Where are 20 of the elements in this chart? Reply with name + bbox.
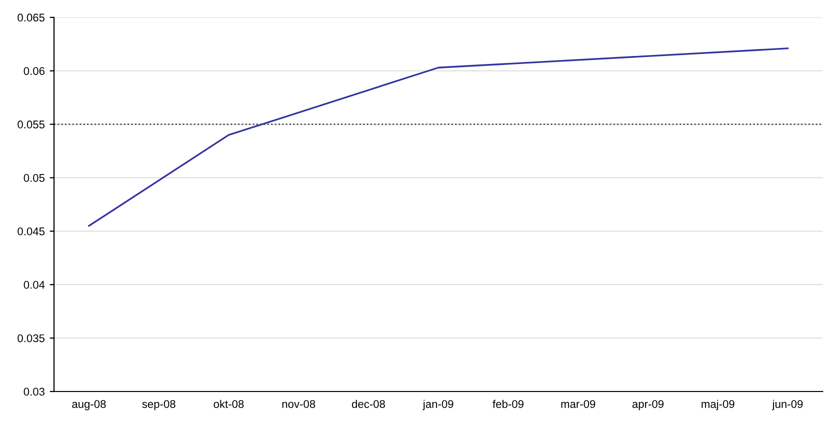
x-tick-label: jan-09 [422, 400, 454, 410]
y-tick-label: 0.035 [18, 334, 45, 342]
x-tick-label: apr-09 [632, 400, 664, 410]
y-tick-label: 0.05 [24, 174, 45, 182]
y-tick-label: 0.065 [18, 14, 45, 22]
x-tick-label: maj-09 [702, 400, 734, 410]
x-tick-label: okt-08 [214, 400, 244, 408]
x-tick-label: mar-09 [561, 400, 596, 408]
x-tick-label: sep-08 [142, 400, 176, 410]
x-tick-label: dec-08 [352, 400, 385, 408]
line-series [88, 48, 789, 227]
y-tick-label: 0.04 [24, 280, 45, 289]
y-tick-label: 0.045 [18, 227, 45, 236]
y-tick-label: 0.06 [24, 67, 44, 75]
x-tick-label: feb-09 [492, 400, 524, 408]
x-tick-label: aug-08 [72, 400, 106, 410]
y-tick-label: 0.03 [24, 388, 44, 396]
x-tick-label: nov-08 [282, 400, 316, 408]
y-tick-label: 0.055 [18, 120, 45, 128]
x-tick-label: jun-09 [772, 400, 803, 410]
